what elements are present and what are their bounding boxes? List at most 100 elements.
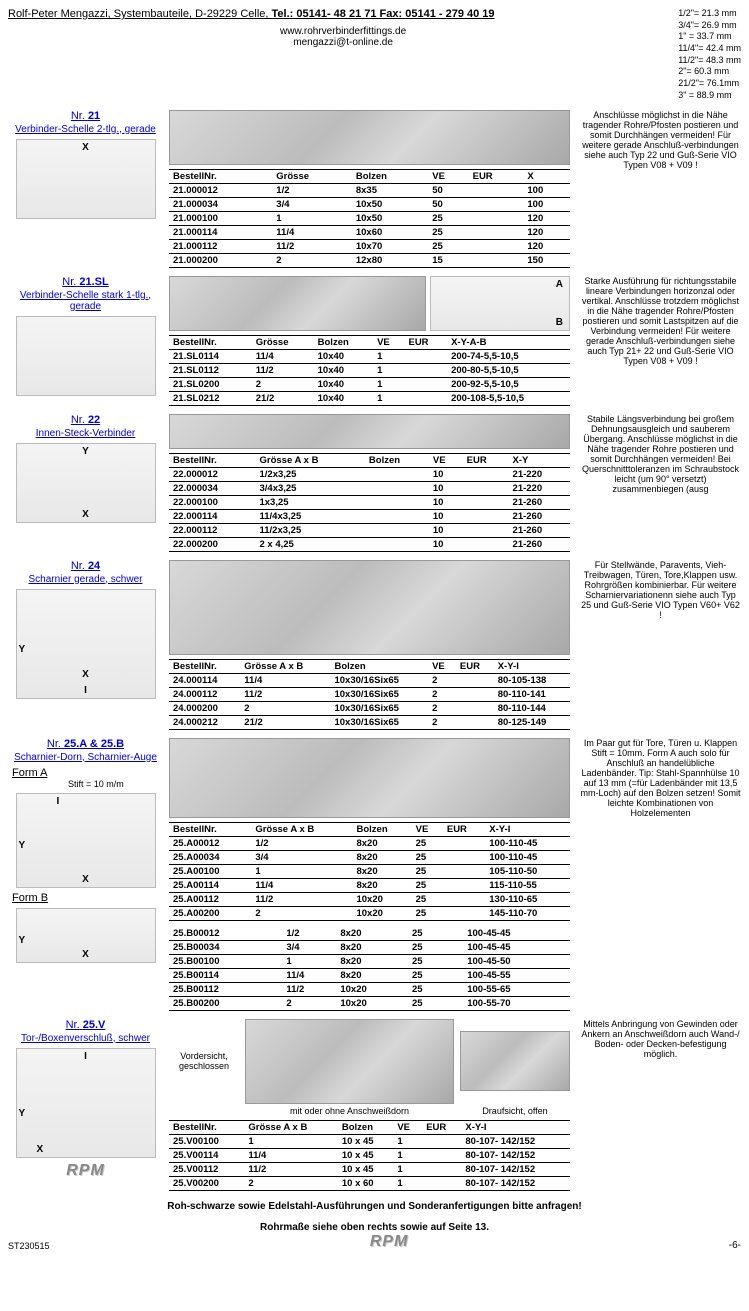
col-header: X-Y-I (461, 1120, 570, 1134)
cell: 100 (523, 197, 570, 211)
cell (443, 850, 485, 864)
col-header: EUR (404, 335, 447, 349)
cell: 1 (373, 363, 404, 377)
size-entry: 11/2"= 48.3 mm (678, 55, 741, 67)
cell: 11/2 (252, 363, 314, 377)
cell: 11/2 (282, 982, 336, 996)
cell: 10x30/16Six65 (330, 701, 428, 715)
table-row: 21.0000121/28x3550100 (169, 183, 570, 197)
cell: 2 (244, 1176, 338, 1190)
nr-24-label[interactable]: Nr. 24 (8, 560, 163, 572)
col-header: BestellNr. (169, 659, 240, 673)
table-21sl: BestellNr.GrösseBolzenVEEURX-Y-A-B21.SL0… (169, 335, 570, 406)
cell: 120 (523, 239, 570, 253)
table-row: 24.00011211/210x30/16Six65280-110-141 (169, 687, 570, 701)
nr-21sl-subtitle[interactable]: Verbinder-Schelle stark 1-tlg., gerade (8, 290, 163, 312)
cell: 22.000012 (169, 467, 255, 481)
cell: 22.000100 (169, 495, 255, 509)
col-header: X-Y-A-B (447, 335, 570, 349)
table-row: 24.00021221/210x30/16Six65280-125-149 (169, 715, 570, 729)
cell: 100-110-45 (485, 850, 570, 864)
cell: 11/2 (244, 1162, 338, 1176)
col-header: X-Y-I (494, 659, 570, 673)
cell: 10x20 (336, 996, 408, 1010)
nr-21-label[interactable]: Nr. 21 (8, 110, 163, 122)
col-header: Bolzen (365, 453, 429, 467)
cell (469, 225, 524, 239)
col-header: Grösse (272, 169, 352, 183)
cell: 22.000034 (169, 481, 255, 495)
nr-21-subtitle[interactable]: Verbinder-Schelle 2-tlg., gerade (8, 124, 163, 135)
cell: 2 (428, 701, 456, 715)
cell: 10x30/16Six65 (330, 715, 428, 729)
nr-21sl-label[interactable]: Nr. 21.SL (8, 276, 163, 288)
drawing-25v: I Y X (16, 1048, 156, 1158)
cell: 11/4 (244, 1148, 338, 1162)
cell: 24.000112 (169, 687, 240, 701)
table-row: 25.V0011211/210 x 45180-107- 142/152 (169, 1162, 570, 1176)
cell: 25.V00112 (169, 1162, 244, 1176)
footer-line1: Roh-schwarze sowie Edelstahl-Ausführunge… (8, 1201, 741, 1212)
table-row: 25.A0010018x2025105-110-50 (169, 864, 570, 878)
col-header: EUR (456, 659, 494, 673)
nr-25v-subtitle[interactable]: Tor-/Boxenverschluß, schwer (8, 1033, 163, 1044)
nr-25ab-subtitle[interactable]: Scharnier-Dorn, Scharnier-Auge (8, 752, 163, 763)
note-24: Für Stellwände, Paravents, Vieh-Treibwag… (576, 560, 741, 620)
col-header: VE (393, 1120, 422, 1134)
website[interactable]: www.rohrverbinderfittings.de (8, 26, 678, 37)
cell: 25 (412, 864, 443, 878)
table-row: 21.SL0200210x401200-92-5,5-10,5 (169, 377, 570, 391)
cell: 100-55-65 (463, 982, 570, 996)
cell: 25 (412, 906, 443, 920)
cell: 25 (412, 836, 443, 850)
size-entry: 2"= 60.3 mm (678, 66, 741, 78)
cell: 2 (282, 996, 336, 1010)
cell: 11/2 (272, 239, 352, 253)
cell: 80-110-141 (494, 687, 570, 701)
cell: 2 (272, 253, 352, 267)
diagram-21sl: A B (430, 276, 570, 331)
cell (404, 349, 447, 363)
cell: 21.000114 (169, 225, 272, 239)
photo-21 (169, 110, 570, 165)
cell: 145-110-70 (485, 906, 570, 920)
drawing-24: Y X I (16, 589, 156, 699)
cell: 100-45-45 (463, 940, 570, 954)
cell: 1 (251, 864, 352, 878)
cell: 10x40 (314, 377, 373, 391)
cell: 21.SL0114 (169, 349, 252, 363)
cell: 15 (428, 253, 468, 267)
footer-line2: Rohrmaße siehe oben rechts sowie auf Sei… (8, 1222, 741, 1233)
table-row: 21.000200212x8015150 (169, 253, 570, 267)
col-header: Grösse A x B (244, 1120, 338, 1134)
size-entry: 3" = 88.9 mm (678, 90, 741, 102)
photo-22 (169, 414, 570, 449)
table-row: 21.000100110x5025120 (169, 211, 570, 225)
email[interactable]: mengazzi@t-online.de (8, 37, 678, 48)
cell: 80-125-149 (494, 715, 570, 729)
cell: 21-220 (509, 481, 570, 495)
table-row: 21.SL011411/410x401200-74-5,5-10,5 (169, 349, 570, 363)
nr-24-subtitle[interactable]: Scharnier gerade, schwer (8, 574, 163, 585)
table-row: 21.0000343/410x5050100 (169, 197, 570, 211)
nr-25v-label[interactable]: Nr. 25.V (8, 1019, 163, 1031)
draufsicht-label: Draufsicht, offen (460, 1106, 570, 1116)
cell (365, 495, 429, 509)
cell: 2 x 4,25 (255, 537, 364, 551)
cell (443, 892, 485, 906)
cell: 1 (272, 211, 352, 225)
cell: 100-45-55 (463, 968, 570, 982)
nr-25ab-label[interactable]: Nr. 25.A & 25.B (8, 738, 163, 750)
cell (447, 982, 464, 996)
cell (422, 1176, 461, 1190)
cell: 1 (244, 1134, 338, 1148)
nr-22-subtitle[interactable]: Innen-Steck-Verbinder (8, 428, 163, 439)
cell: 11/4 (240, 673, 330, 687)
cell: 21.SL0112 (169, 363, 252, 377)
nr-22-label[interactable]: Nr. 22 (8, 414, 163, 426)
cell: 25.B00112 (169, 982, 282, 996)
cell: 150 (523, 253, 570, 267)
cell: 10x70 (352, 239, 428, 253)
col-header: VE (428, 659, 456, 673)
cell: 1 (373, 349, 404, 363)
